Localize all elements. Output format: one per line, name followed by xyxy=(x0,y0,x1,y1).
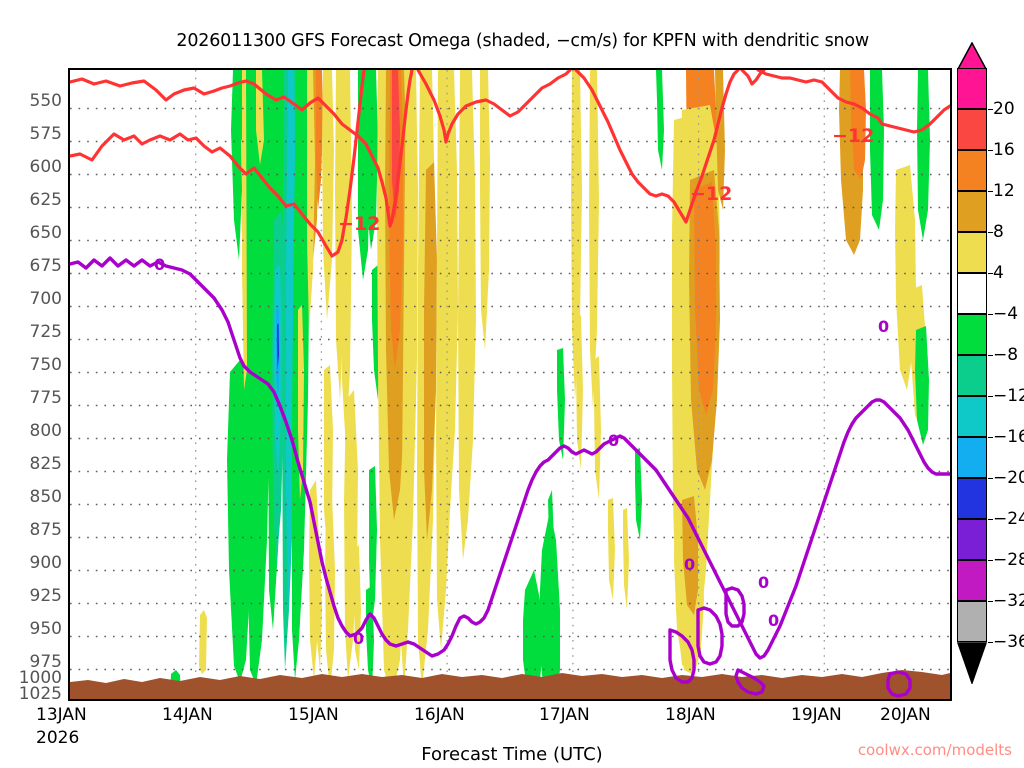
colorbar-band-m4 xyxy=(957,314,987,355)
colorbar-label-m4: −4 xyxy=(993,304,1019,324)
svg-text:−12: −12 xyxy=(690,183,732,205)
colorbar-band-m32 xyxy=(957,601,987,642)
y-tick-1000: 1000 xyxy=(18,668,62,688)
x-tick-15jan: 15JAN xyxy=(288,705,339,725)
freezing-level-contour xyxy=(70,256,950,698)
colorbar-label-m20: −20 xyxy=(993,468,1024,488)
colorbar-label-8: 8 xyxy=(993,222,1004,242)
terrain-fill xyxy=(70,670,950,699)
dendritic-snow-growth-contour xyxy=(70,70,950,258)
colorbar-label-m8: −8 xyxy=(993,345,1019,365)
y-tick-950: 950 xyxy=(29,619,62,639)
svg-text:0: 0 xyxy=(768,611,779,630)
svg-text:0: 0 xyxy=(878,317,889,336)
colorbar-label-m28: −28 xyxy=(993,550,1024,570)
y-tick-1025: 1025 xyxy=(18,684,62,704)
colorbar-top-arrow xyxy=(957,42,987,70)
y-tick-850: 850 xyxy=(29,487,62,507)
horizontal-gridlines xyxy=(70,107,950,671)
x-tick-13jan: 13JAN xyxy=(36,705,87,725)
colorbar-label-16: 16 xyxy=(993,140,1015,160)
colorbar-band-8 xyxy=(957,191,987,232)
colorbar-band-m8 xyxy=(957,355,987,396)
omega-shading xyxy=(170,70,930,699)
colorbar-label-m16: −16 xyxy=(993,427,1024,447)
y-tick-750: 750 xyxy=(29,355,62,375)
plot-inner: −12 −12 −12 0 0 xyxy=(70,70,950,699)
x-tick-18jan: 18JAN xyxy=(665,705,716,725)
colorbar-label-12: 12 xyxy=(993,181,1015,201)
y-tick-975: 975 xyxy=(29,652,62,672)
x-axis-title: Forecast Time (UTC) xyxy=(421,744,603,765)
y-tick-600: 600 xyxy=(29,157,62,177)
x-tick-14jan: 14JAN xyxy=(162,705,213,725)
colorbar-band-0 xyxy=(957,273,987,314)
colorbar-label-m36: −36 xyxy=(993,632,1024,652)
y-tick-875: 875 xyxy=(29,520,62,540)
y-tick-700: 700 xyxy=(29,289,62,309)
y-tick-650: 650 xyxy=(29,223,62,243)
x-tick-20jan: 20JAN xyxy=(880,705,931,725)
svg-text:0: 0 xyxy=(684,555,695,574)
colorbar-band-m12 xyxy=(957,396,987,437)
colorbar-label-20: 20 xyxy=(993,99,1015,119)
colorbar-band-m28 xyxy=(957,560,987,601)
y-tick-800: 800 xyxy=(29,421,62,441)
colorbar-label-m12: −12 xyxy=(993,386,1024,406)
y-tick-625: 625 xyxy=(29,190,62,210)
y-tick-725: 725 xyxy=(29,322,62,342)
svg-text:−12: −12 xyxy=(338,213,380,235)
colorbar-label-m24: −24 xyxy=(993,509,1024,529)
y-tick-775: 775 xyxy=(29,388,62,408)
y-tick-825: 825 xyxy=(29,454,62,474)
colorbar-band-20 xyxy=(957,68,987,109)
svg-text:−12: −12 xyxy=(832,125,874,147)
colorbar-bottom-arrow xyxy=(957,642,987,684)
colorbar-band-4 xyxy=(957,232,987,273)
colorbar-label-4: 4 xyxy=(993,263,1004,283)
colorbar: 20 16 12 8 4 −4 −8 −12 −16 −20 −24 −28 −… xyxy=(957,42,1024,684)
x-tick-16jan: 16JAN xyxy=(414,705,465,725)
svg-text:0: 0 xyxy=(353,629,364,648)
red-contour-labels: −12 −12 −12 xyxy=(338,125,874,235)
omega-cross-section: −12 −12 −12 0 0 xyxy=(70,70,950,699)
colorbar-band-m16 xyxy=(957,437,987,478)
svg-text:0: 0 xyxy=(608,431,619,450)
colorbar-band-m24 xyxy=(957,519,987,560)
colorbar-label-m32: −32 xyxy=(993,591,1024,611)
plot-area: −12 −12 −12 0 0 xyxy=(68,68,952,701)
colorbar-band-16 xyxy=(957,109,987,150)
y-tick-675: 675 xyxy=(29,256,62,276)
title-line-1: 2026011300 GFS Forecast Omega (shaded, −… xyxy=(176,31,870,51)
svg-text:0: 0 xyxy=(758,573,769,592)
watermark: coolwx.com/modelts xyxy=(857,741,1012,759)
y-tick-925: 925 xyxy=(29,586,62,606)
x-tick-19jan: 19JAN xyxy=(791,705,842,725)
colorbar-band-m20 xyxy=(957,478,987,519)
colorbar-band-12 xyxy=(957,150,987,191)
x-tick-17jan: 17JAN xyxy=(539,705,590,725)
y-tick-900: 900 xyxy=(29,553,62,573)
freezing-level-labels: 0 0 0 0 0 0 0 xyxy=(154,255,889,648)
svg-text:0: 0 xyxy=(154,255,165,274)
x-axis-year: 2026 xyxy=(36,728,80,748)
